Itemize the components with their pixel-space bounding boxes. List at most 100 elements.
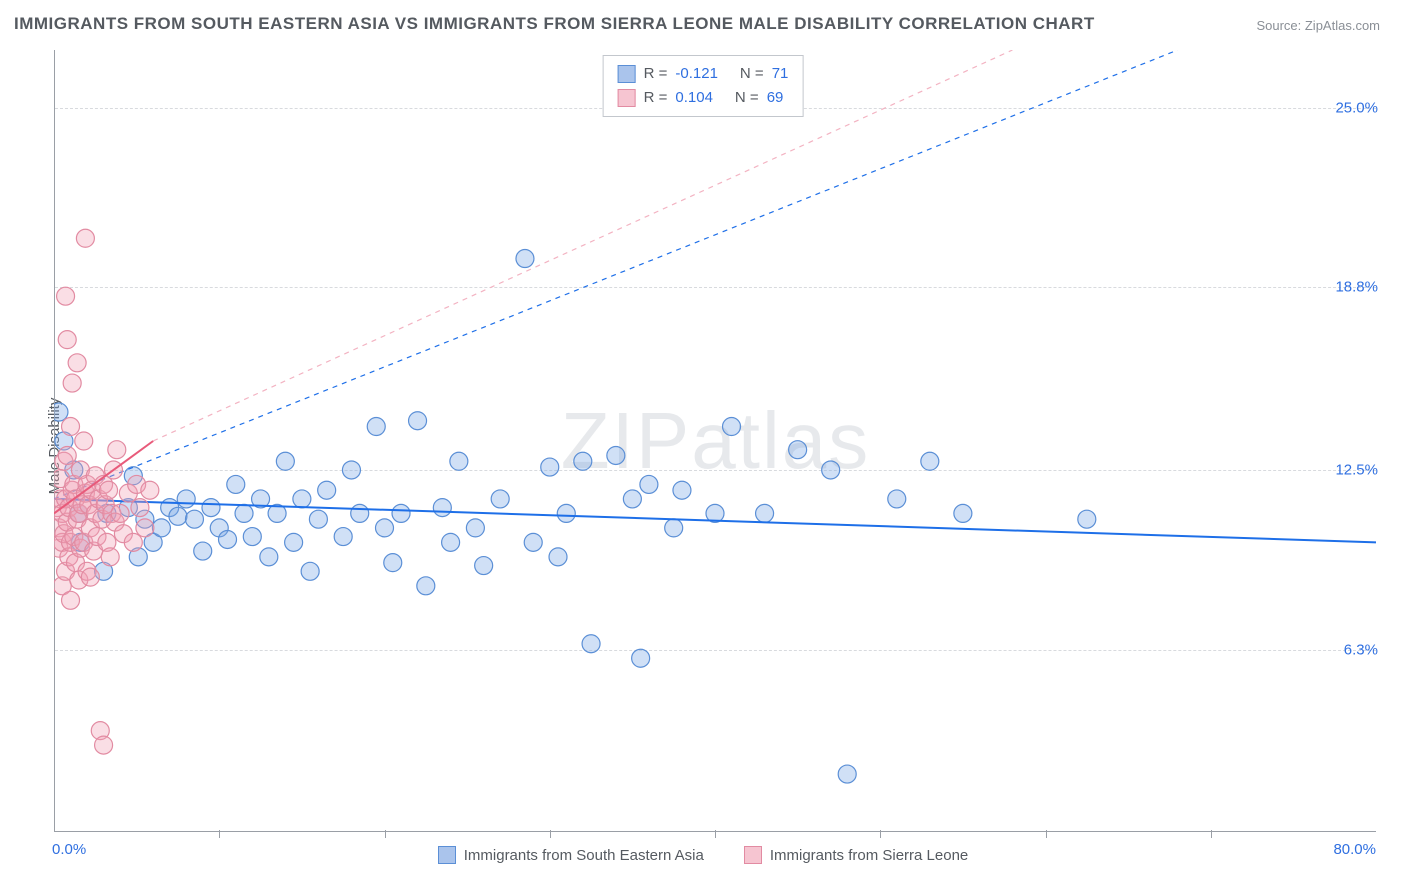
data-point[interactable] [954,504,972,522]
stats-legend-box: R = -0.121N = 71R = 0.104N = 69 [603,55,804,117]
data-point[interactable] [62,591,80,609]
legend-label: Immigrants from South Eastern Asia [464,847,704,864]
source-label: Source: ZipAtlas.com [1256,18,1380,33]
data-point[interactable] [293,490,311,508]
data-point[interactable] [822,461,840,479]
data-point[interactable] [351,504,369,522]
data-point[interactable] [57,287,75,305]
legend-label: Immigrants from Sierra Leone [770,847,968,864]
x-tick [715,830,716,838]
data-point[interactable] [334,528,352,546]
data-point[interactable] [623,490,641,508]
data-point[interactable] [549,548,567,566]
data-point[interactable] [100,481,118,499]
legend-bottom: Immigrants from South Eastern Asia Immigr… [0,846,1406,864]
data-point[interactable] [108,441,126,459]
data-point[interactable] [516,250,534,268]
data-point[interactable] [838,765,856,783]
data-point[interactable] [789,441,807,459]
data-point[interactable] [58,446,76,464]
data-point[interactable] [285,533,303,551]
data-point[interactable] [68,354,86,372]
data-point[interactable] [392,504,410,522]
stats-legend-row: R = 0.104N = 69 [618,86,789,110]
data-point[interactable] [557,504,575,522]
data-point[interactable] [442,533,460,551]
n-value: 71 [772,62,789,86]
data-point[interactable] [673,481,691,499]
data-point[interactable] [169,507,187,525]
data-point[interactable] [607,446,625,464]
data-point[interactable] [665,519,683,537]
scatter-plot-svg [54,50,1376,832]
legend-swatch [744,846,762,864]
n-value: 69 [767,86,784,110]
data-point[interactable] [888,490,906,508]
data-point[interactable] [260,548,278,566]
data-point[interactable] [367,418,385,436]
data-point[interactable] [111,504,129,522]
data-point[interactable] [376,519,394,537]
data-point[interactable] [141,481,159,499]
data-point[interactable] [475,557,493,575]
data-point[interactable] [632,649,650,667]
data-point[interactable] [756,504,774,522]
data-point[interactable] [152,519,170,537]
data-point[interactable] [219,530,237,548]
data-point[interactable] [1078,510,1096,528]
data-point[interactable] [541,458,559,476]
data-point[interactable] [723,418,741,436]
data-point[interactable] [301,562,319,580]
data-point[interactable] [276,452,294,470]
x-tick [385,830,386,838]
data-point[interactable] [384,554,402,572]
x-tick [880,830,881,838]
legend-swatch [618,89,636,107]
data-point[interactable] [466,519,484,537]
data-point[interactable] [342,461,360,479]
x-tick [1046,830,1047,838]
data-point[interactable] [243,528,261,546]
data-point[interactable] [574,452,592,470]
legend-swatch [618,65,636,83]
data-point[interactable] [921,452,939,470]
trend-line-dashed [54,50,1178,499]
r-value: -0.121 [675,62,718,86]
x-tick [550,830,551,838]
data-point[interactable] [202,499,220,517]
data-point[interactable] [58,331,76,349]
data-point[interactable] [582,635,600,653]
data-point[interactable] [417,577,435,595]
x-tick [1211,830,1212,838]
legend-item[interactable]: Immigrants from South Eastern Asia [438,846,704,864]
data-point[interactable] [75,432,93,450]
legend-item[interactable]: Immigrants from Sierra Leone [744,846,968,864]
data-point[interactable] [62,418,80,436]
stats-legend-row: R = -0.121N = 71 [618,62,789,86]
data-point[interactable] [491,490,509,508]
data-point[interactable] [76,229,94,247]
data-point[interactable] [524,533,542,551]
data-point[interactable] [227,475,245,493]
data-point[interactable] [177,490,195,508]
data-point[interactable] [136,519,154,537]
data-point[interactable] [63,374,81,392]
data-point[interactable] [433,499,451,517]
data-point[interactable] [235,504,253,522]
data-point[interactable] [194,542,212,560]
data-point[interactable] [81,568,99,586]
x-tick [219,830,220,838]
data-point[interactable] [309,510,327,528]
trend-line-dashed [153,50,1012,441]
legend-swatch [438,846,456,864]
data-point[interactable] [409,412,427,430]
data-point[interactable] [450,452,468,470]
data-point[interactable] [318,481,336,499]
data-point[interactable] [101,548,119,566]
chart-title: IMMIGRANTS FROM SOUTH EASTERN ASIA VS IM… [14,14,1095,34]
data-point[interactable] [95,736,113,754]
data-point[interactable] [640,475,658,493]
data-point[interactable] [185,510,203,528]
data-point[interactable] [131,499,149,517]
data-point[interactable] [124,533,142,551]
